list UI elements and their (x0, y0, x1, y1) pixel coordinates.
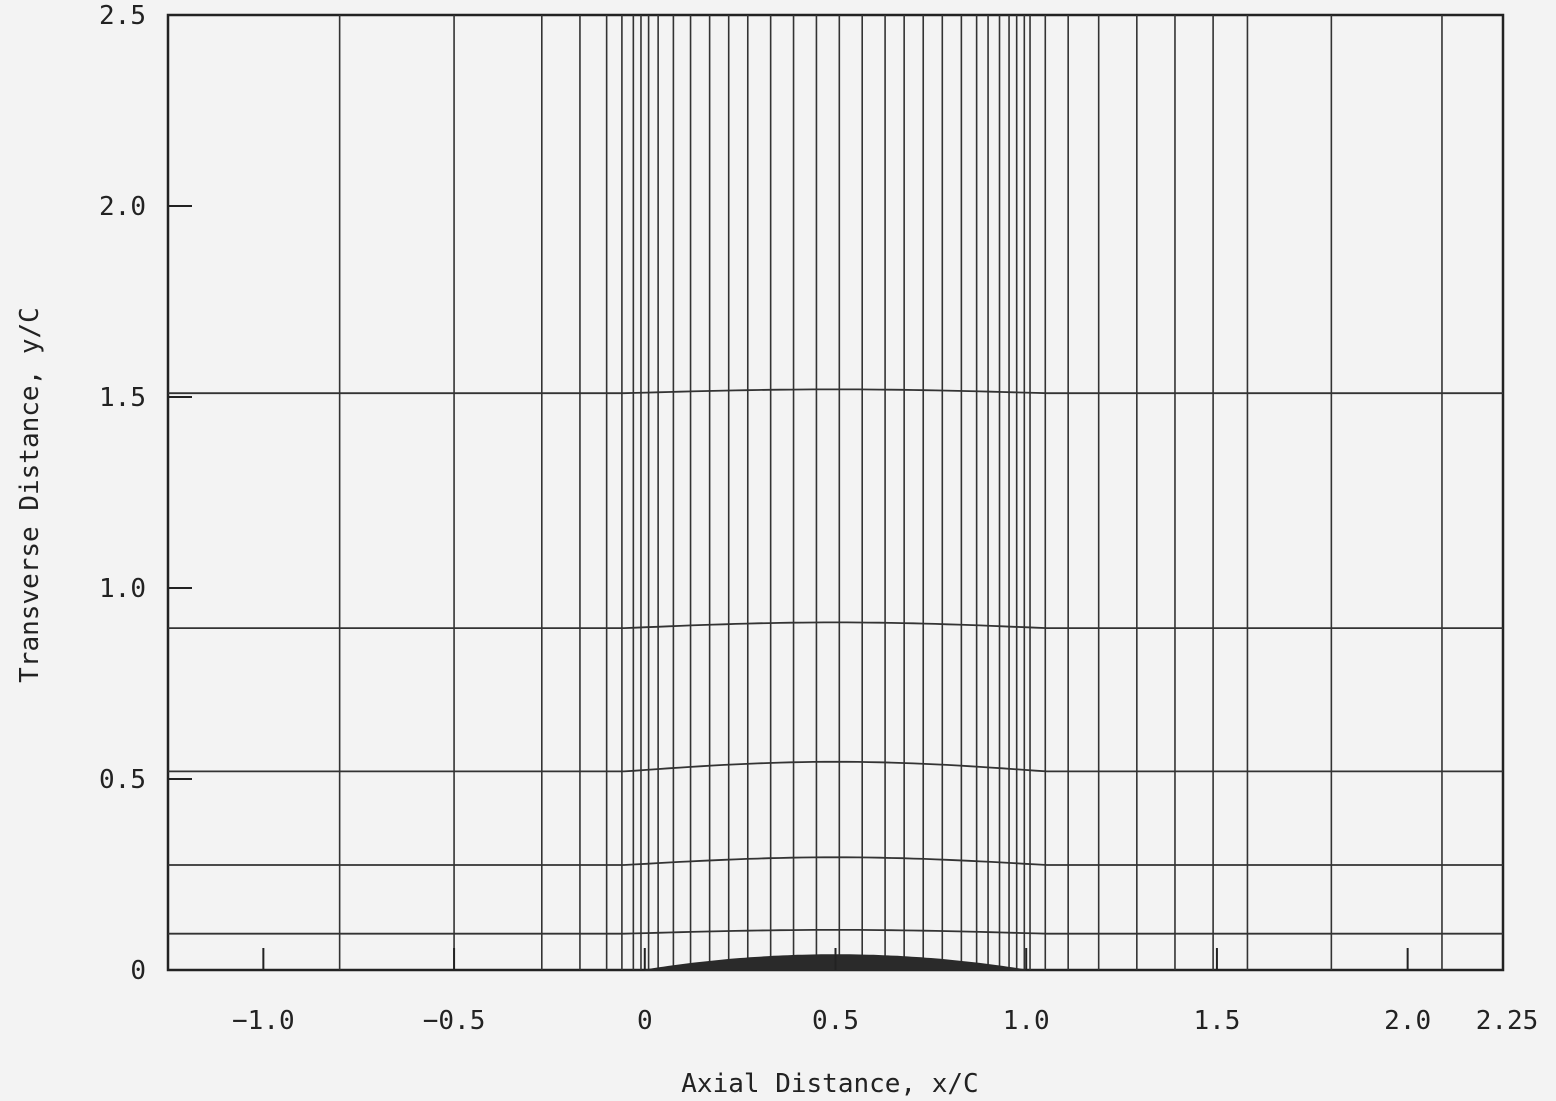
x-tick-label: 1.5 (1193, 1006, 1240, 1036)
y-tick-label: 0 (130, 956, 146, 986)
horizontal-mesh-line (168, 760, 1503, 773)
horizontal-mesh-line (168, 856, 1503, 866)
horizontal-mesh-line (168, 929, 1503, 935)
x-tick-label: −1.0 (232, 1006, 295, 1036)
x-tick-label: 0.5 (812, 1006, 859, 1036)
horizontal-mesh-lines (168, 388, 1503, 935)
vertical-mesh-lines (338, 15, 1443, 970)
y-tick-label: 1.5 (99, 383, 146, 413)
x-tick-label: 2.0 (1384, 1006, 1431, 1036)
x-tick-label: 0 (637, 1006, 653, 1036)
plot-frame (166, 13, 1505, 972)
y-tick-label: 2.0 (99, 192, 146, 222)
plot-area (166, 13, 1505, 972)
x-tick-label: −0.5 (423, 1006, 486, 1036)
axis-ticks (168, 14, 1409, 971)
x-tick-label: 2.25 (1476, 1006, 1539, 1036)
y-tick-label: 2.5 (99, 1, 146, 31)
horizontal-mesh-line (168, 388, 1503, 395)
y-tick-label: 1.0 (99, 574, 146, 604)
x-tick-label: 1.0 (1003, 1006, 1050, 1036)
tick-labels: −1.0 −0.5 0 0.5 1.0 1.5 2.0 2.25 0 0.5 1.0 1.5 2.0 2.… (99, 1, 1538, 1036)
y-axis-label: Transverse Distance, y/C (15, 307, 45, 683)
x-axis-label: Axial Distance, x/C (681, 1069, 978, 1099)
horizontal-mesh-line (168, 621, 1503, 629)
y-tick-label: 0.5 (99, 765, 146, 795)
